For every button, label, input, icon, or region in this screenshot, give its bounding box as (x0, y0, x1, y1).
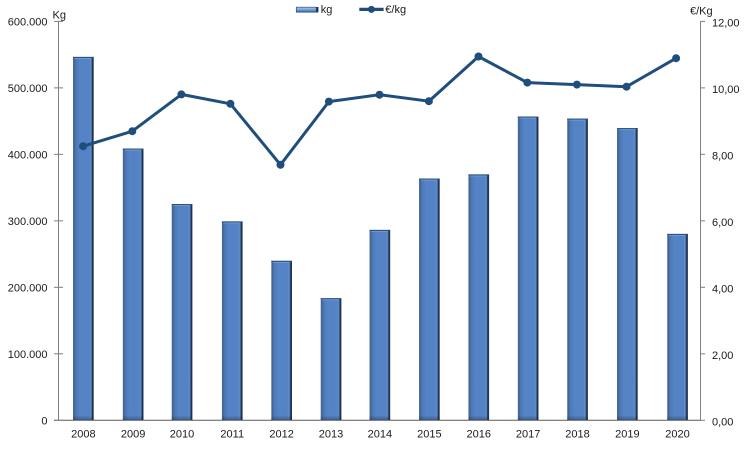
svg-text:500.000: 500.000 (8, 83, 48, 95)
svg-text:4,00: 4,00 (712, 283, 733, 295)
svg-text:8,00: 8,00 (712, 150, 733, 162)
svg-text:10,00: 10,00 (712, 84, 740, 96)
svg-text:2020: 2020 (665, 429, 689, 441)
svg-text:2018: 2018 (565, 429, 589, 441)
svg-text:0: 0 (41, 415, 47, 427)
svg-text:2010: 2010 (170, 429, 194, 441)
svg-text:12,00: 12,00 (712, 17, 740, 29)
svg-text:2019: 2019 (615, 429, 639, 441)
svg-text:Kg: Kg (53, 10, 66, 22)
svg-text:2016: 2016 (467, 429, 491, 441)
svg-text:2013: 2013 (319, 429, 343, 441)
svg-text:2008: 2008 (71, 429, 95, 441)
svg-text:2009: 2009 (121, 429, 145, 441)
svg-text:200.000: 200.000 (8, 282, 48, 294)
svg-text:€/kg: €/kg (385, 4, 406, 16)
svg-text:2014: 2014 (368, 429, 392, 441)
svg-text:400.000: 400.000 (8, 149, 48, 161)
svg-text:2015: 2015 (417, 429, 441, 441)
svg-text:2012: 2012 (269, 429, 293, 441)
svg-text:kg: kg (321, 4, 333, 16)
svg-text:2,00: 2,00 (712, 350, 733, 362)
svg-text:€/Kg: €/Kg (690, 6, 713, 18)
svg-text:6,00: 6,00 (712, 217, 733, 229)
svg-text:300.000: 300.000 (8, 216, 48, 228)
svg-text:0,00: 0,00 (712, 416, 733, 428)
svg-text:600.000: 600.000 (8, 16, 48, 28)
svg-text:2011: 2011 (220, 429, 244, 441)
svg-text:2017: 2017 (516, 429, 540, 441)
svg-text:100.000: 100.000 (8, 349, 48, 361)
